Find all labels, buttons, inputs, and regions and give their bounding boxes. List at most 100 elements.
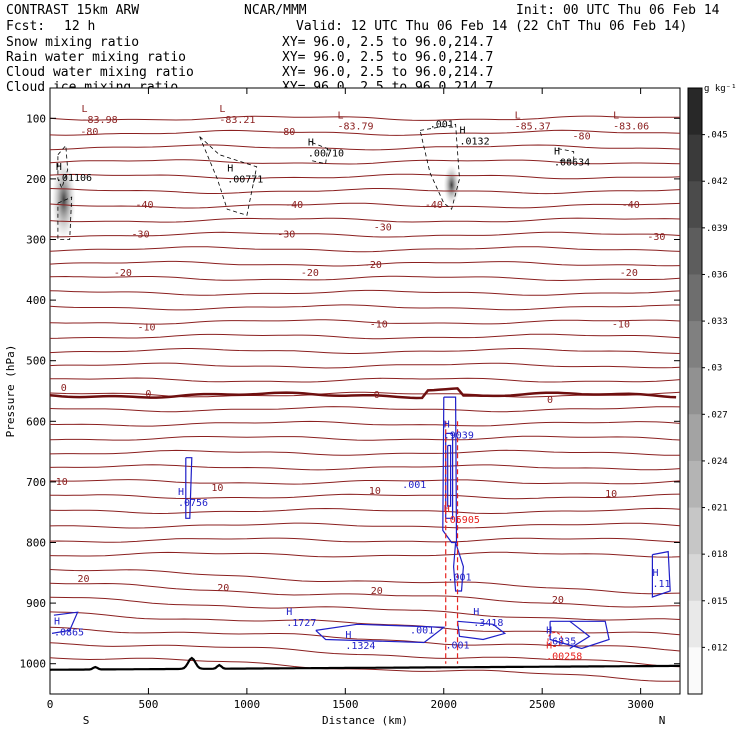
isotherm-label: -80: [80, 127, 98, 138]
isotherm-label: -30: [374, 222, 392, 233]
cloud-water-contour: [569, 620, 591, 650]
isotherm-line: [49, 362, 681, 369]
extremum-marker: H: [308, 138, 314, 149]
extremum-value: .1727: [286, 618, 316, 629]
colorbar-tick-label: .039: [706, 224, 728, 234]
colorbar-swatch: [688, 274, 702, 322]
extremum-value: .0756: [178, 498, 208, 509]
terrain-surface: [49, 656, 680, 671]
cloud-water-contour: [185, 457, 193, 519]
x-axis-label: Distance (km): [322, 714, 408, 727]
x-tick-label: 2500: [529, 698, 556, 711]
isotherm-line: [49, 260, 681, 267]
colorbar: .012 .015 .018 .021 .024 .027 .03 .033 .036 .039.…: [687, 84, 737, 695]
extremum-value: -83.21: [219, 115, 255, 126]
x-tick-label: 500: [139, 698, 159, 711]
colorbar-swatch: [688, 367, 702, 415]
contour-value-label: .001: [410, 625, 434, 636]
colorbar-tick-label: .018: [706, 550, 728, 560]
isotherm-line: [49, 304, 680, 311]
forecast-label: Fcst:: [6, 19, 45, 34]
isotherm-label: 0: [547, 395, 553, 406]
isotherm-line: [49, 569, 681, 595]
extremum-value: .0865: [54, 627, 84, 638]
north-label: N: [659, 714, 666, 727]
cloud-water-contours: [51, 396, 671, 650]
isotherm-label: -80: [277, 127, 295, 138]
cloud-water-contour: [452, 542, 465, 592]
x-tick-label: 2000: [431, 698, 458, 711]
colorbar-swatch: [688, 227, 702, 275]
zero-isotherm: [49, 387, 677, 400]
colorbar-tick-label: .012: [706, 643, 728, 653]
extremum-value: -85.37: [515, 121, 551, 132]
extremum-marker: H: [54, 616, 60, 627]
contour-value-label: .001: [447, 573, 471, 584]
extremum-value: .1324: [345, 641, 375, 652]
isotherm-line: [49, 333, 681, 340]
y-tick-label: 900: [26, 597, 46, 610]
x-tick-label: 0: [47, 698, 54, 711]
colorbar-swatch: [688, 321, 702, 369]
extremum-marker: H: [444, 504, 450, 515]
isotherm-line: [49, 642, 681, 668]
isotherm-line: [49, 231, 681, 238]
isotherm-line: [50, 377, 681, 383]
colorbar-tick-label: .045: [706, 131, 728, 141]
colorbar-swatch: [688, 460, 702, 509]
y-tick-label: 500: [26, 355, 46, 368]
isotherm-line: [49, 479, 681, 485]
isotherm-line: [49, 129, 681, 136]
colorbar-tick-label: .027: [706, 410, 728, 420]
contour-labels: -80 -80 -80 -40 -40 -40 -40 -30 -30 -30 -30 -20 -20 -…: [56, 119, 666, 651]
colorbar-unit: g kg⁻¹: [704, 84, 737, 94]
extremum-value: -83.06: [613, 121, 649, 132]
y-tick-label: 600: [26, 415, 46, 428]
isotherm-label: 10: [56, 477, 68, 488]
chart-header: CONTRAST 15km ARW NCAR/MMM Init: 00 UTC …: [6, 3, 720, 34]
isotherm-line: [49, 391, 681, 398]
isotherm-line: [49, 449, 680, 456]
isotherm-label: -40: [135, 200, 153, 211]
snow-contour: [419, 123, 460, 210]
isotherm-label: -30: [277, 230, 295, 241]
isotherm-label: -10: [137, 322, 155, 333]
x-tick-label: 3000: [627, 698, 654, 711]
colorbar-swatch: [688, 414, 702, 462]
extremum-value: .00634: [554, 158, 590, 169]
snow-contour: [57, 144, 69, 190]
extremum-marker: H: [554, 147, 560, 158]
y-tick-label: 400: [26, 294, 46, 307]
colorbar-tick-label: .015: [706, 597, 728, 607]
extremum-value: .6835: [546, 636, 576, 647]
y-axis-label: Pressure (hPa): [4, 345, 17, 438]
extremum-marker: H: [473, 607, 479, 618]
isotherm-line: [49, 173, 681, 180]
rain-water-contours: [445, 421, 563, 664]
colorbar-swatch: [688, 507, 702, 555]
isotherm-line: [49, 144, 681, 151]
y-tick-label: 700: [26, 476, 46, 489]
isotherm-line: [49, 275, 681, 282]
y-tick-label: 300: [26, 234, 46, 247]
extremum-marker: H: [286, 607, 292, 618]
cloud-water-contour: [549, 620, 610, 650]
org-label: NCAR/MMM: [244, 3, 307, 18]
legend-section-coords: XY= 96.0, 2.5 to 96.0,214.7: [282, 35, 493, 50]
legend-entry: Rain water mixing ratio: [6, 50, 186, 65]
isotherm-line: [49, 522, 681, 529]
legend-section-coords: XY= 96.0, 2.5 to 96.0,214.7: [282, 65, 493, 80]
y-tick-label: 100: [26, 112, 46, 125]
cloud-water-contour: [447, 444, 452, 507]
snow-contour: [57, 196, 73, 240]
isotherm-label: 20: [77, 574, 89, 585]
isotherm-line: [49, 537, 681, 543]
cloud-water-contour: [651, 550, 671, 598]
isotherm-line: [49, 435, 681, 441]
extremum-marker: L: [515, 110, 521, 121]
isotherm-label: -30: [132, 230, 150, 241]
snow-contour: [199, 136, 258, 216]
colorbar-swatch: [688, 600, 702, 648]
x-tick-label: 1500: [332, 698, 359, 711]
extremum-marker: L: [82, 104, 88, 115]
